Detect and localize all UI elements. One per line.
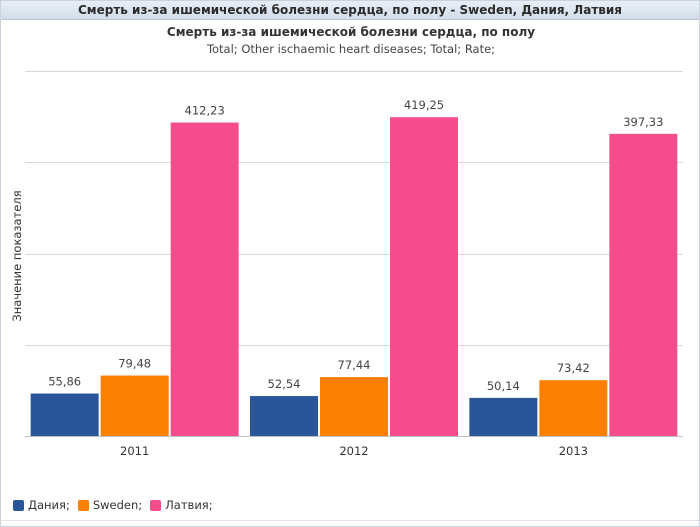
legend-label: Sweden;: [92, 498, 143, 512]
legend-divider: [1, 520, 699, 521]
bar-2011-2: [170, 122, 239, 436]
data-label: 79,48: [118, 357, 151, 371]
legend-item[interactable]: Sweden;: [77, 498, 143, 512]
legend-item[interactable]: Латвия;: [150, 498, 213, 512]
legend-swatch: [150, 499, 162, 511]
bar-2012-2: [390, 117, 458, 436]
data-label: 77,44: [338, 358, 371, 372]
bar-2013-2: [609, 133, 678, 436]
x-tick-label: 2012: [339, 444, 368, 458]
data-label: 73,42: [557, 361, 590, 375]
x-tick-label: 2013: [559, 444, 588, 458]
legend-swatch: [13, 499, 24, 511]
bar-2012-0: [250, 396, 318, 436]
legend-item[interactable]: Дания;: [13, 498, 70, 512]
bar-2012-1: [320, 377, 388, 436]
legend: Дания; Sweden; Латвия;: [13, 498, 221, 512]
bar-chart: 55,86 79,48 412,23 2011 52,54 77,44 419,25 2012…: [25, 71, 683, 458]
legend-label: Дания;: [28, 498, 70, 512]
data-label: 397,33: [623, 115, 663, 129]
window-title: Смерть из-за ишемической болезни сердца,…: [1, 1, 699, 20]
chart-subtitle: Total; Other ischaemic heart diseases; T…: [206, 42, 496, 56]
legend-label: Латвия;: [165, 498, 213, 512]
data-label: 419,25: [404, 98, 444, 112]
chart-title: Смерть из-за ишемической болезни сердца,…: [166, 25, 536, 39]
bar-2013-1: [539, 380, 608, 436]
data-label: 55,86: [48, 375, 81, 389]
bar-2013-0: [469, 397, 538, 436]
data-label: 52,54: [268, 377, 301, 391]
legend-swatch: [77, 499, 89, 511]
bar-2011-1: [100, 375, 169, 436]
data-label: 412,23: [185, 104, 225, 118]
bar-2011-0: [30, 393, 99, 436]
data-label: 50,14: [487, 379, 520, 393]
x-tick-label: 2011: [120, 444, 149, 458]
